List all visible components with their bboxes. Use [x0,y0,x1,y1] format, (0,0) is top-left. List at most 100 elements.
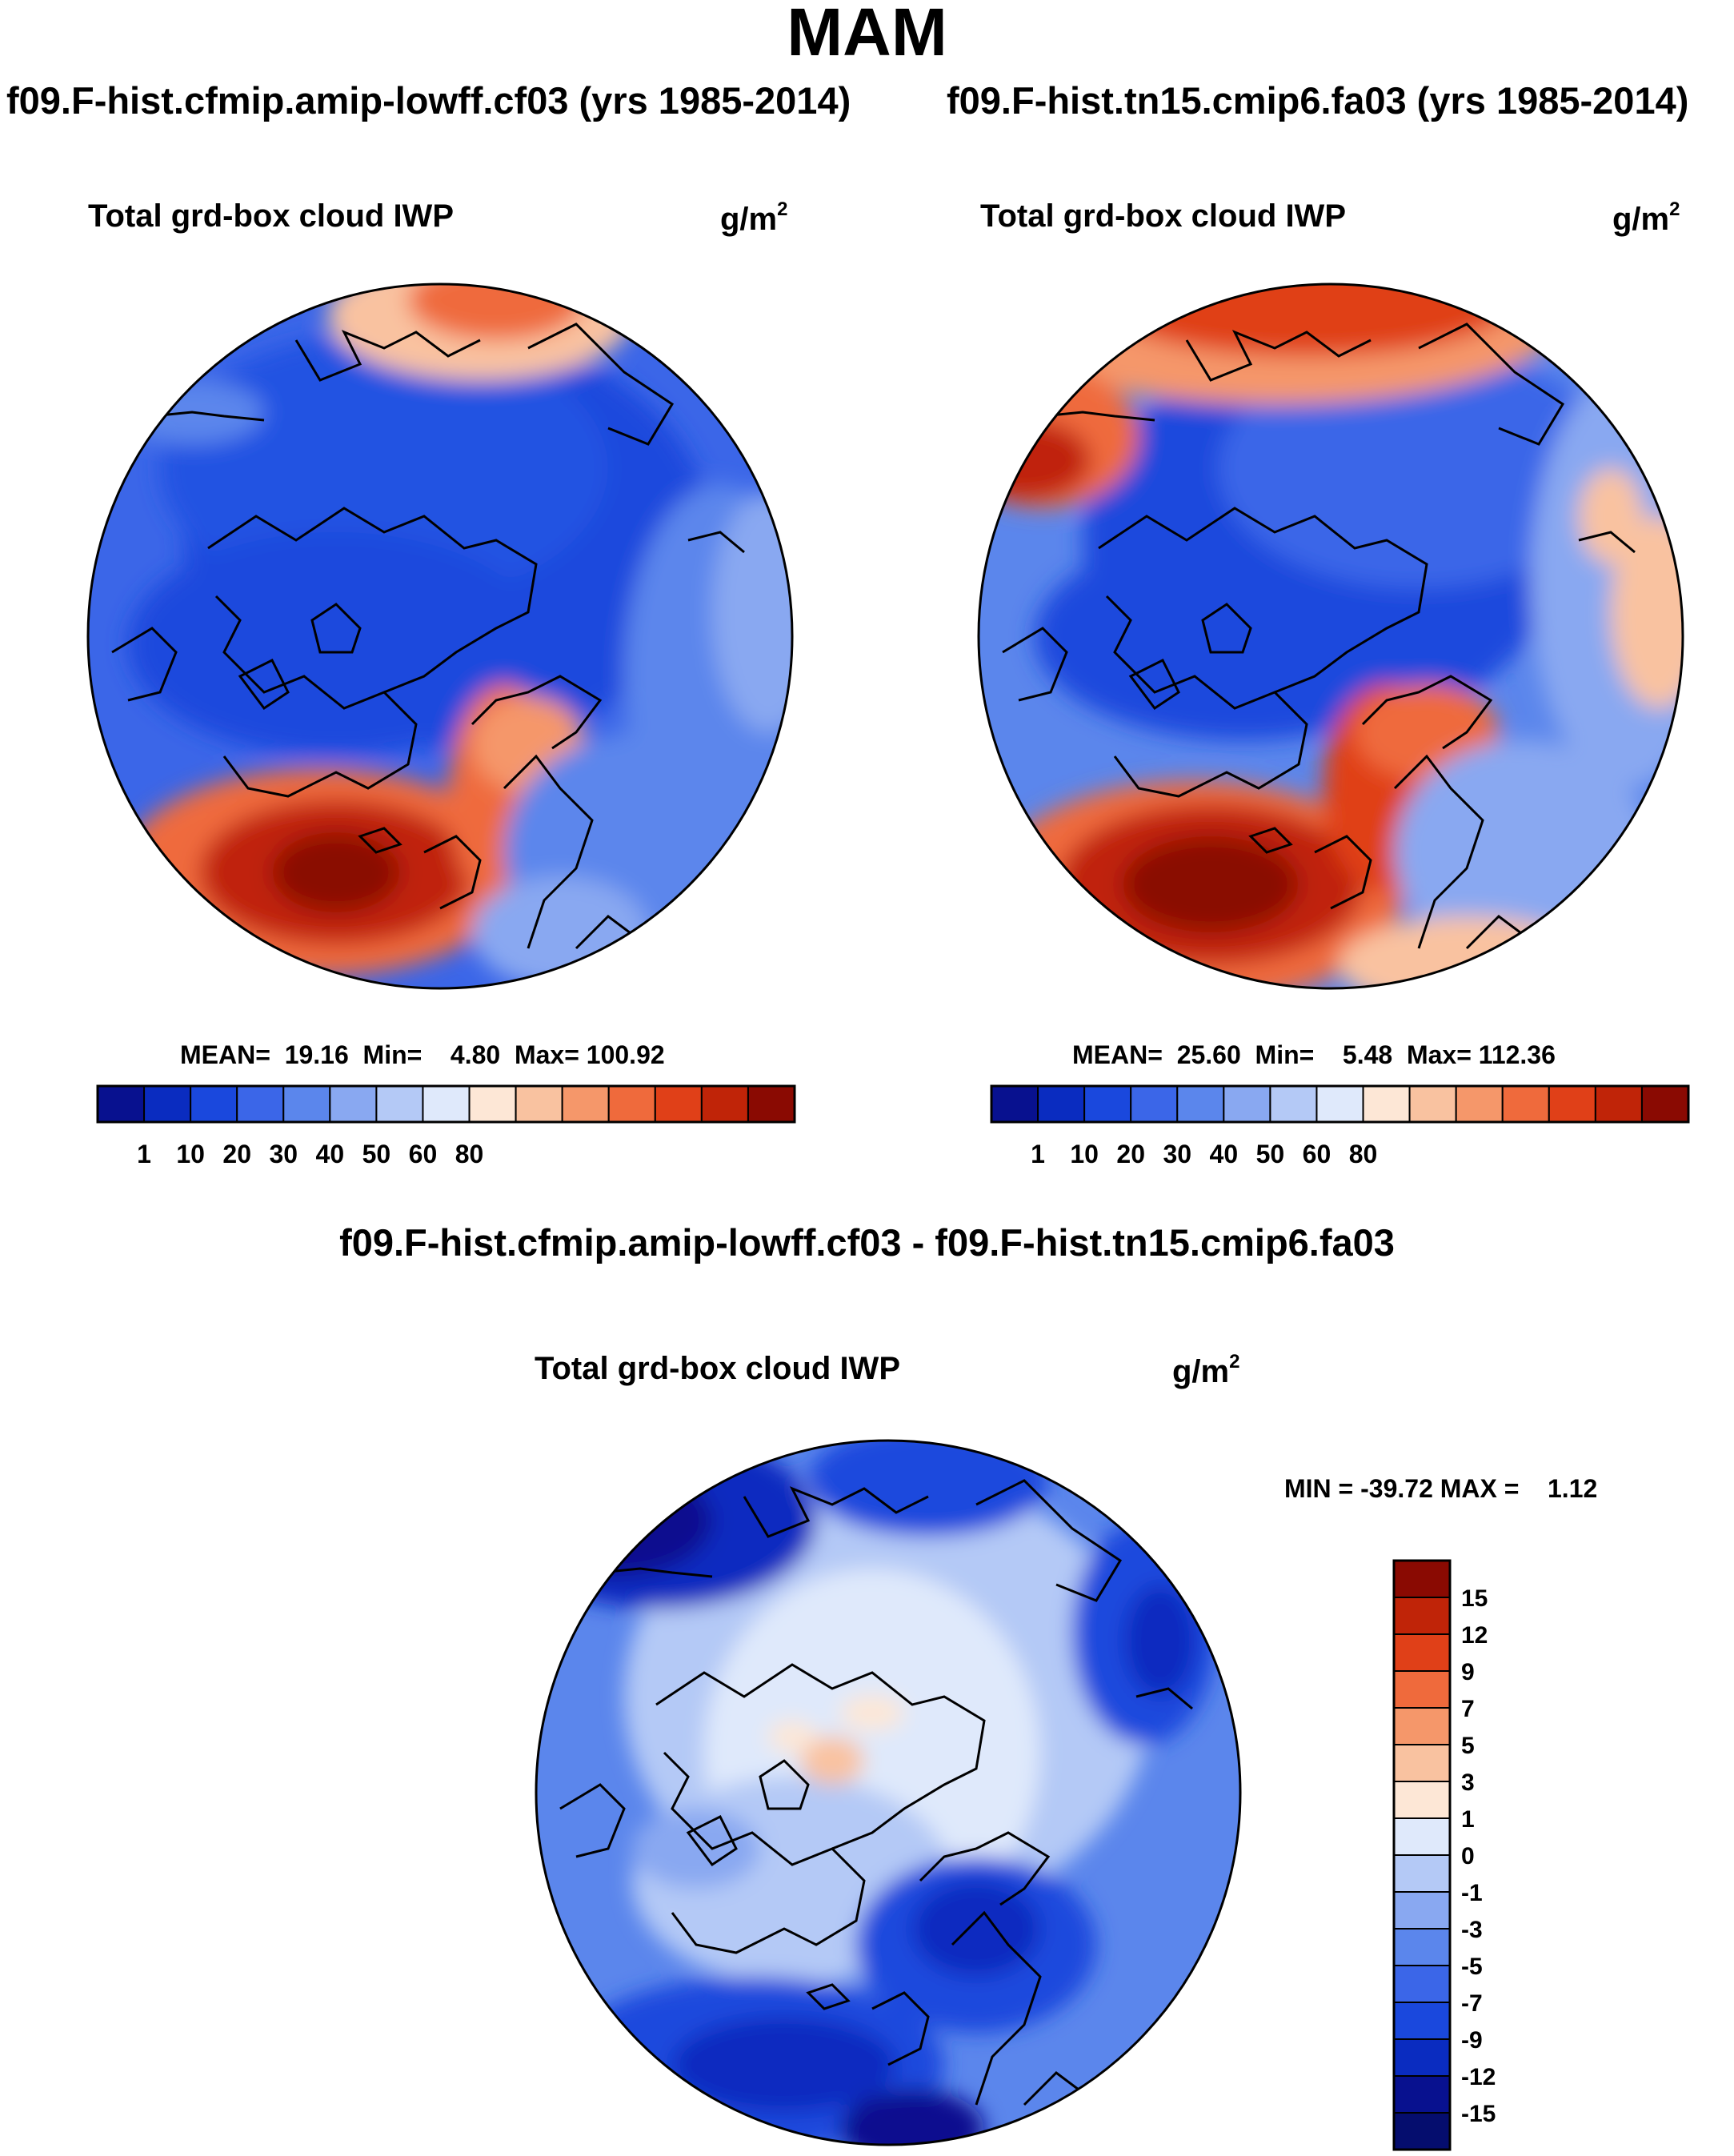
difference-colorbar-tick-label: -12 [1461,2064,1496,2090]
panel2-colorbar-swatch [1362,1085,1411,1123]
panel2-colorbar-tick-label: 30 [1163,1140,1191,1168]
difference-colorbar-swatch [1393,1744,1451,1782]
panel2-colorbar-swatch [1223,1085,1271,1123]
panel1-colorbar-swatch [515,1085,563,1123]
difference-colorbar-tick-label: 5 [1461,1733,1475,1759]
panel1-colorbar-swatch [468,1085,517,1123]
panel1-colorbar-tick-label: 40 [316,1140,345,1168]
difference-title: f09.F-hist.cfmip.amip-lowff.cf03 - f09.F… [339,1221,1395,1264]
panel1-stats: MEAN= 19.16 Min= 4.80 Max= 100.92 [180,1040,665,1069]
panel2-colorbar-tick-label: 40 [1210,1140,1239,1168]
panel2-colorbar: 1 10 20 30 40 50 60 80 [990,1084,1690,1168]
panel2-field [979,284,1683,988]
difference-colorbar-swatch [1393,1670,1451,1709]
difference-colorbar-swatch [1393,1891,1451,1930]
difference-colorbar: 15 12 9 7 5 3 1 0 -1 -3 -5 -7 -9 -12 -15 [1392,1559,1496,2151]
panel2-colorbar-tick-label: 80 [1349,1140,1378,1168]
panel1-colorbar-swatch [97,1085,146,1123]
panel1-colorbar-swatch [329,1085,378,1123]
panel2-colorbar-swatch [1640,1085,1690,1123]
panel1-coastlines [111,323,745,973]
panel1-colorbar-swatch [282,1085,331,1123]
difference-colorbar-tick-label: 15 [1461,1585,1488,1612]
panel2-colorbar-tick-label: 20 [1116,1140,1145,1168]
panel2-units: g/m2 [1612,198,1680,237]
panel1-colorbar-tick-label: 80 [455,1140,484,1168]
panel1-colorbar-tick-label: 50 [362,1140,391,1168]
difference-colorbar-swatch [1393,2112,1451,2150]
panel2-colorbar-tick-label: 10 [1070,1140,1099,1168]
difference-colorbar-swatch [1393,2038,1451,2077]
panel2-colorbar-swatch [1269,1085,1318,1123]
case-title-right: f09.F-hist.tn15.cmip6.fa03 (yrs 1985-201… [947,79,1689,122]
season-title: MAM [787,0,947,70]
difference-colorbar-swatch [1393,2075,1451,2114]
difference-colorbar-frame [1392,1559,1452,2151]
panel1-colorbar-swatch [654,1085,703,1123]
difference-coastlines [559,1479,1193,2130]
difference-minmax: MIN = -39.72 MAX = 1.12 [1284,1474,1598,1503]
difference-colorbar-swatch [1393,1560,1451,1598]
difference-colorbar-swatch [1393,2002,1451,2040]
panel2-colorbar-swatch [1176,1085,1225,1123]
difference-colorbar-swatch [1393,1854,1451,1893]
panel1-colorbar-tick-label: 10 [176,1140,205,1168]
panel1-map-border [86,283,794,990]
panel2-colorbar-swatch [1316,1085,1364,1123]
difference-colorbar-tick-label: -3 [1461,1917,1483,1943]
difference-colorbar-tick-label: -5 [1461,1954,1483,1980]
case-title-left: f09.F-hist.cfmip.amip-lowff.cf03 (yrs 19… [6,79,851,122]
panel1-colorbar-swatch [236,1085,285,1123]
panel2-colorbar-swatch [1037,1085,1086,1123]
panel2-map-border [977,283,1684,990]
panel2-colorbar-tick-label: 50 [1256,1140,1285,1168]
panel2-stats: MEAN= 25.60 Min= 5.48 Max= 112.36 [1072,1040,1556,1069]
difference-colorbar-swatch [1393,1707,1451,1745]
panel1-colorbar-swatch [422,1085,471,1123]
panel1-colorbar-swatch [700,1085,749,1123]
difference-colorbar-tick-label: 1 [1461,1806,1475,1833]
panel1-colorbar-swatch [561,1085,610,1123]
panel1-colorbar-swatch [607,1085,656,1123]
difference-variable: Total grd-box cloud IWP [535,1351,900,1386]
panel1-colorbar-tick-label: 20 [222,1140,251,1168]
panel2-colorbar-tick-label: 1 [1031,1140,1045,1168]
panel2-colorbar-tick-label: 60 [1303,1140,1332,1168]
panel2-colorbar-swatch [1501,1085,1550,1123]
panel1-colorbar-frame [96,1084,796,1124]
panel1-colorbar-swatch [375,1085,424,1123]
difference-colorbar-swatch [1393,1781,1451,1819]
difference-colorbar-tick-label: -9 [1461,2027,1483,2054]
difference-colorbar-swatch [1393,1817,1451,1856]
panel1-colorbar-tick-label: 1 [137,1140,151,1168]
panel1-colorbar: 1 10 20 30 40 50 60 80 [96,1084,796,1168]
panel2-colorbar-swatch [1548,1085,1596,1123]
panel1-polar-map [86,283,794,990]
difference-colorbar-tick-label: -7 [1461,1990,1483,2017]
difference-units: g/m2 [1172,1351,1240,1389]
panel1-colorbar-tick-label: 30 [269,1140,298,1168]
panel1-colorbar-swatch [190,1085,238,1123]
panel2-colorbar-swatch [1594,1085,1643,1123]
panel2-variable: Total grd-box cloud IWP [980,198,1346,234]
panel1-variable: Total grd-box cloud IWP [88,198,454,234]
difference-colorbar-tick-label: 3 [1461,1769,1475,1796]
panel2-colorbar-frame [990,1084,1690,1124]
difference-colorbar-swatch [1393,1928,1451,1966]
difference-colorbar-swatch [1393,1597,1451,1635]
difference-colorbar-tick-label: 7 [1461,1696,1475,1722]
panel2-colorbar-swatch [991,1085,1039,1123]
difference-colorbar-tick-label: 0 [1461,1843,1475,1869]
difference-colorbar-swatch [1393,1965,1451,2003]
panel1-colorbar-swatch [143,1085,192,1123]
difference-colorbar-tick-label: 12 [1461,1622,1488,1649]
difference-colorbar-tick-label: 9 [1461,1659,1475,1685]
difference-colorbar-tick-label: -1 [1461,1880,1483,1906]
difference-colorbar-swatch [1393,1633,1451,1672]
difference-polar-map [535,1439,1242,2146]
panel1-colorbar-tick-label: 60 [409,1140,438,1168]
difference-colorbar-tick-label: -15 [1461,2101,1496,2127]
panel2-colorbar-swatch [1455,1085,1504,1123]
panel2-polar-map [977,283,1684,990]
panel2-colorbar-swatch [1130,1085,1179,1123]
